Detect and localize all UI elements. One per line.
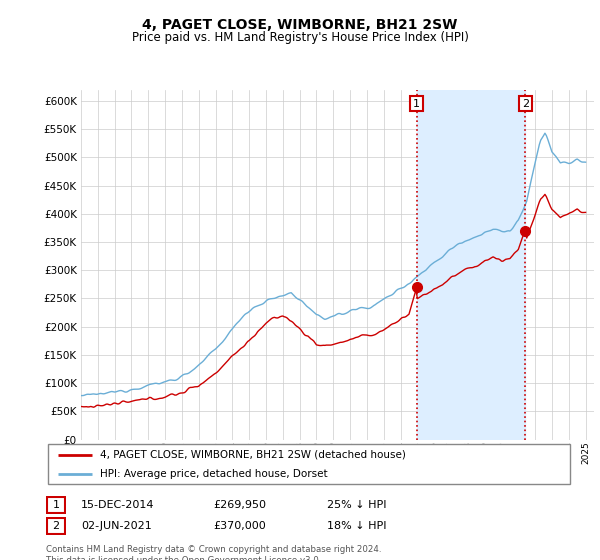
Text: 15-DEC-2014: 15-DEC-2014 bbox=[81, 500, 155, 510]
Text: 2: 2 bbox=[522, 99, 529, 109]
Text: £269,950: £269,950 bbox=[213, 500, 266, 510]
Text: 18% ↓ HPI: 18% ↓ HPI bbox=[327, 521, 386, 531]
Text: 4, PAGET CLOSE, WIMBORNE, BH21 2SW: 4, PAGET CLOSE, WIMBORNE, BH21 2SW bbox=[142, 18, 458, 32]
Text: Price paid vs. HM Land Registry's House Price Index (HPI): Price paid vs. HM Land Registry's House … bbox=[131, 31, 469, 44]
Text: 02-JUN-2021: 02-JUN-2021 bbox=[81, 521, 152, 531]
FancyBboxPatch shape bbox=[47, 497, 65, 513]
Text: 4, PAGET CLOSE, WIMBORNE, BH21 2SW (detached house): 4, PAGET CLOSE, WIMBORNE, BH21 2SW (deta… bbox=[100, 450, 406, 460]
Text: Contains HM Land Registry data © Crown copyright and database right 2024.
This d: Contains HM Land Registry data © Crown c… bbox=[46, 545, 382, 560]
Text: 25% ↓ HPI: 25% ↓ HPI bbox=[327, 500, 386, 510]
FancyBboxPatch shape bbox=[48, 444, 570, 484]
Text: 1: 1 bbox=[53, 500, 59, 510]
Text: 2: 2 bbox=[53, 521, 59, 531]
Text: 1: 1 bbox=[413, 99, 420, 109]
Text: HPI: Average price, detached house, Dorset: HPI: Average price, detached house, Dors… bbox=[100, 469, 328, 478]
FancyBboxPatch shape bbox=[47, 519, 65, 534]
Text: £370,000: £370,000 bbox=[213, 521, 266, 531]
Bar bbox=[416, 90, 526, 440]
